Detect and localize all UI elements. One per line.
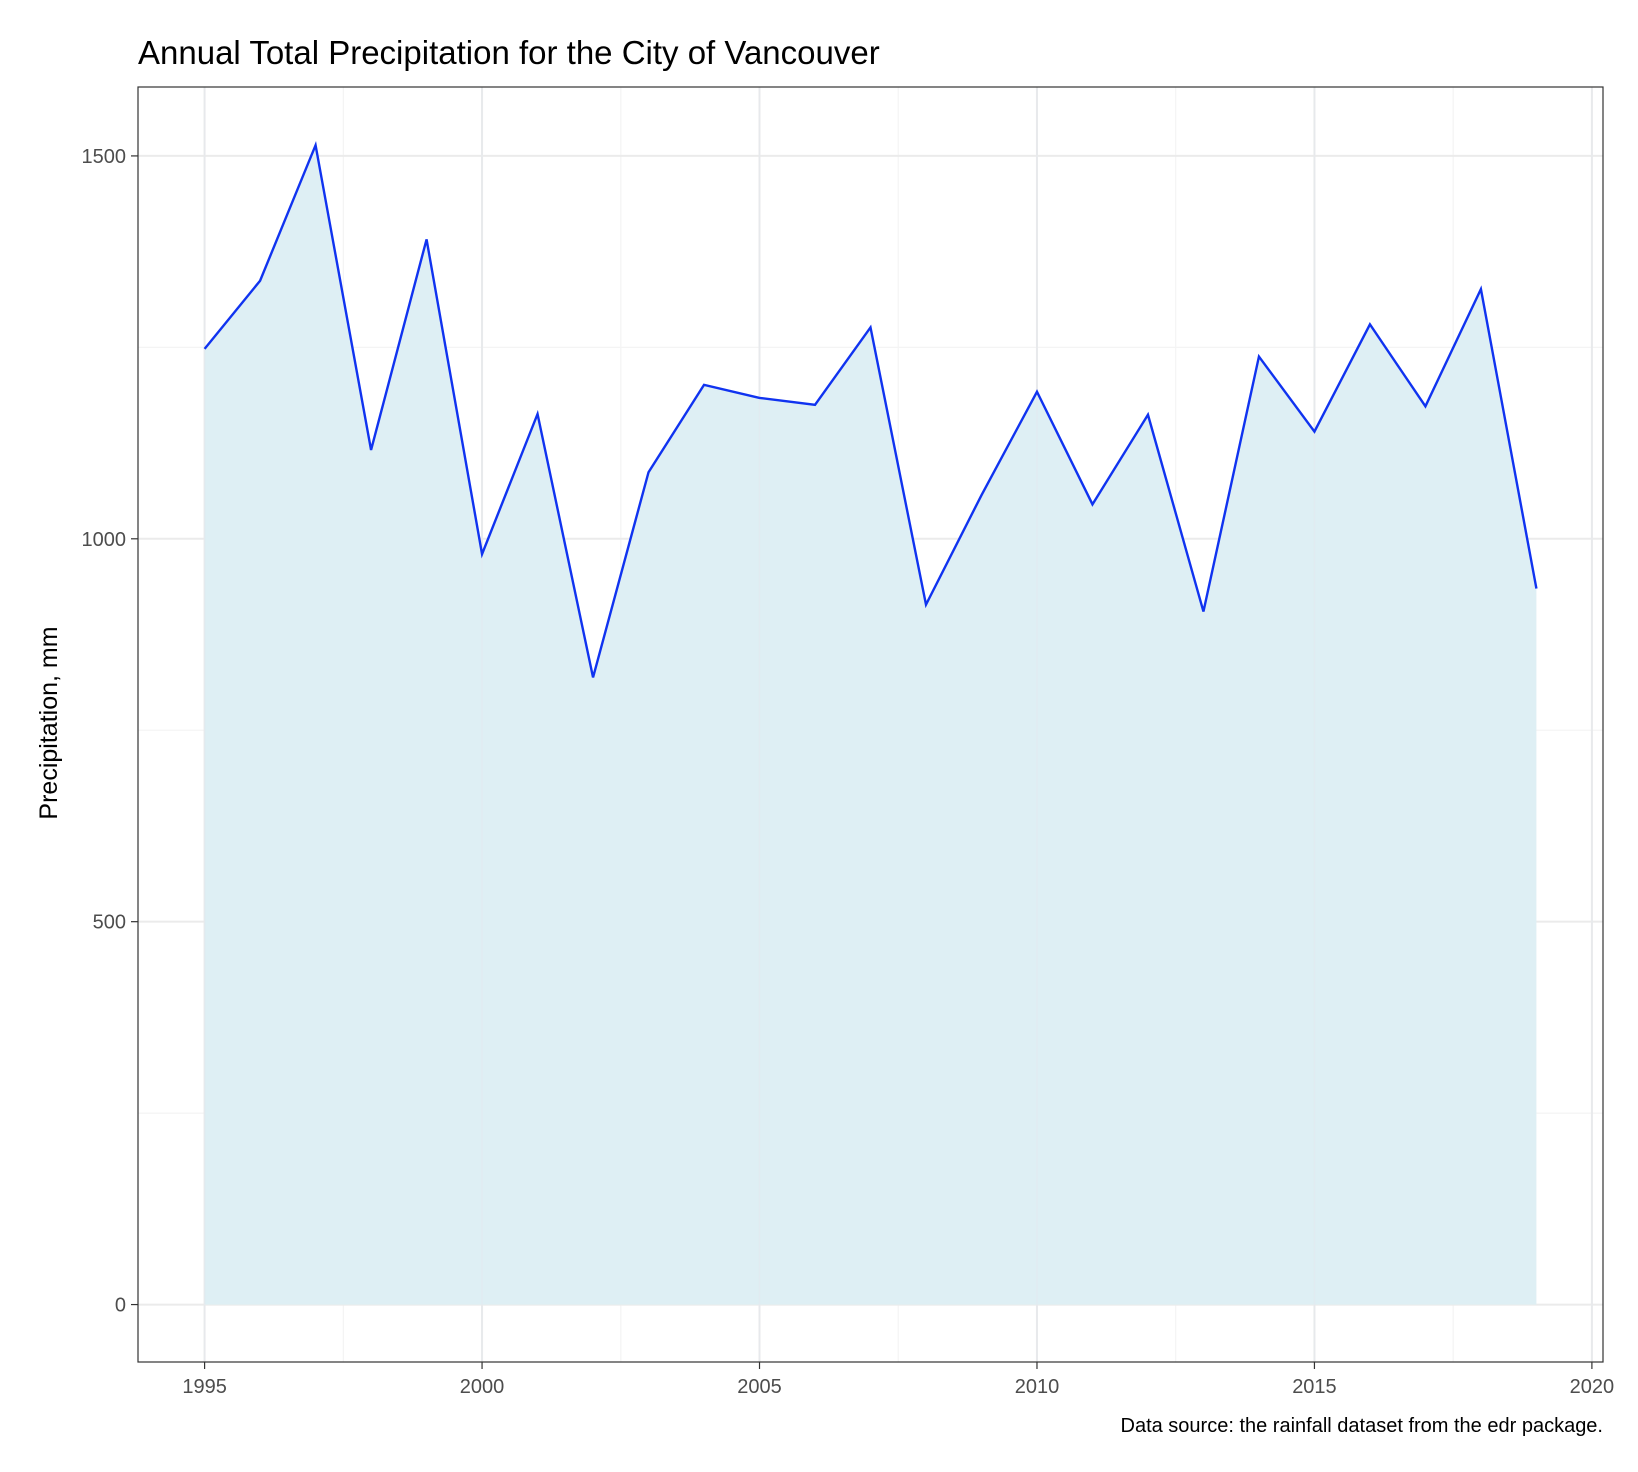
panel-border xyxy=(137,86,1604,1363)
data-point-1995 xyxy=(202,346,208,352)
x-tick-label: 2000 xyxy=(460,1376,505,1398)
data-point-1998 xyxy=(368,447,374,453)
chart-caption: Data source: the rainfall dataset from t… xyxy=(1121,1415,1604,1437)
data-point-1999 xyxy=(424,236,430,242)
grid-vertical-overlay xyxy=(203,87,1593,1362)
x-tick-label: 2015 xyxy=(1292,1376,1337,1398)
x-tick-label: 1995 xyxy=(182,1376,227,1398)
precipitation-line xyxy=(203,140,1538,678)
data-point-1996 xyxy=(257,278,263,284)
y-tick-label: 1500 xyxy=(82,146,127,168)
data-point-2015 xyxy=(1311,429,1317,435)
data-point-2012 xyxy=(1145,412,1151,418)
data-point-1997 xyxy=(313,142,319,148)
precipitation-area xyxy=(204,145,1537,1305)
data-point-2009 xyxy=(978,492,984,498)
data-point-2007 xyxy=(868,324,874,330)
data-point-2001 xyxy=(535,411,541,417)
data-point-2003 xyxy=(646,469,652,475)
data-point-2011 xyxy=(1089,501,1095,507)
x-tick-label: 2005 xyxy=(737,1376,782,1398)
data-point-2014 xyxy=(1256,354,1262,360)
y-tick-label: 500 xyxy=(93,912,126,934)
y-axis: 0 500 1000 1500 xyxy=(82,146,138,1317)
data-point-2000 xyxy=(479,551,485,557)
data-point-2017 xyxy=(1422,403,1428,409)
data-point-2004 xyxy=(701,382,707,388)
x-tick-label: 2020 xyxy=(1570,1376,1615,1398)
data-point-2019 xyxy=(1533,586,1539,592)
data-point-2018 xyxy=(1478,286,1484,292)
data-point-2006 xyxy=(812,402,818,408)
y-tick-label: 0 xyxy=(115,1295,126,1317)
data-point-2010 xyxy=(1034,389,1040,395)
data-point-2002 xyxy=(590,674,596,680)
data-point-2005 xyxy=(757,395,763,401)
chart-title: Annual Total Precipitation for the City … xyxy=(138,34,880,71)
y-tick-label: 1000 xyxy=(82,529,127,551)
x-axis: 1995 2000 2005 2010 2015 2020 xyxy=(182,1362,1614,1398)
y-axis-title: Precipitation, mm xyxy=(35,626,63,819)
x-tick-label: 2010 xyxy=(1015,1376,1060,1398)
data-point-2008 xyxy=(923,602,929,608)
data-point-2013 xyxy=(1200,609,1206,615)
data-point-2016 xyxy=(1367,321,1373,327)
